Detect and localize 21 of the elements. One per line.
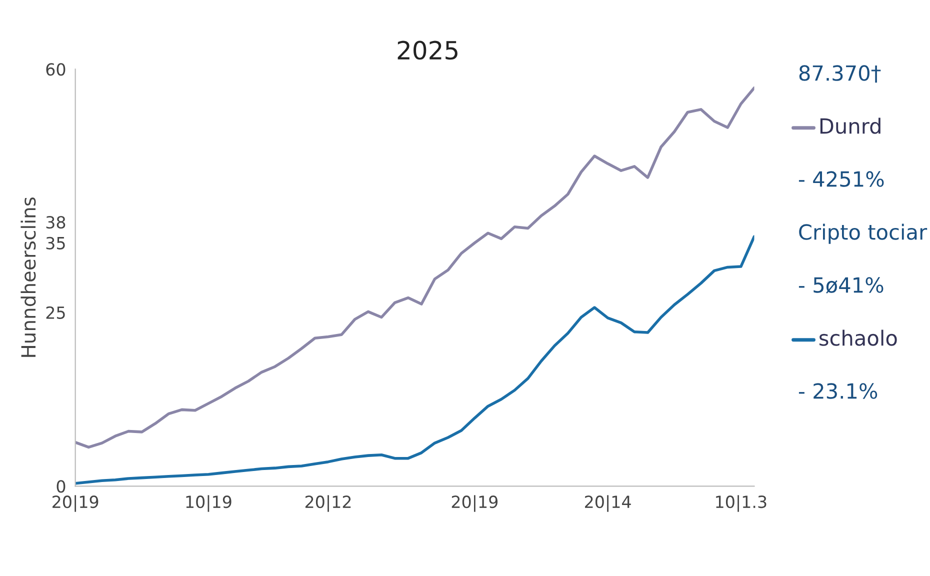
y-tick-label: 60 [46, 63, 66, 76]
x-tick-label: 20|19 [52, 495, 98, 512]
y-tick-label: 25 [46, 306, 65, 319]
text: Cripto tociar [799, 224, 928, 244]
x-tick-label: 10|19 [186, 495, 232, 512]
line-series [75, 86, 754, 449]
x-tick-label: 10|1.3 [716, 495, 766, 512]
text: - 5ø41% [798, 277, 884, 294]
x-tick-label: 20|14 [585, 495, 631, 512]
text: 87.370† [799, 65, 881, 83]
y-axis-title: Hunndheersclins [20, 197, 36, 357]
text: - 23.1% [798, 383, 878, 399]
y-tick-label: 38 [46, 216, 66, 229]
text: - 4251% [798, 171, 884, 187]
x-tick-label: 20|19 [452, 495, 498, 512]
legend-label: schaolo [820, 330, 897, 346]
chart-title: 2025 [398, 40, 458, 60]
x-tick-label: 20|12 [305, 495, 351, 512]
y-tick-label: 0 [56, 480, 66, 493]
y-tick-label: 35 [46, 236, 65, 250]
legend-label: Dunrd [820, 118, 880, 134]
